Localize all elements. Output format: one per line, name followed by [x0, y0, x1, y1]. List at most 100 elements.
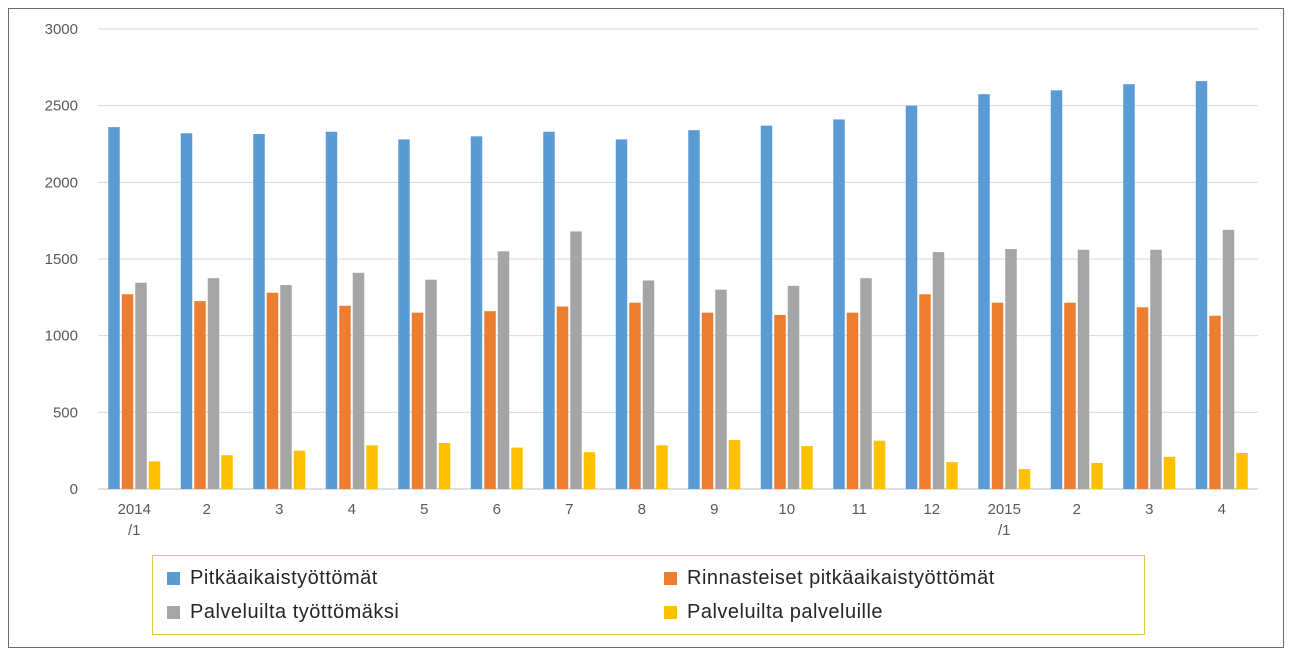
bar	[919, 294, 931, 489]
legend-swatch	[664, 605, 677, 619]
bar	[484, 311, 496, 489]
x-tick-label: 7	[565, 501, 573, 518]
bar	[438, 443, 451, 489]
bar	[629, 302, 641, 489]
bar	[1150, 249, 1162, 489]
bar	[511, 447, 523, 489]
x-tick-label: 3	[275, 501, 283, 518]
x-tick-label: 2014	[118, 501, 151, 518]
bar-chart: 0 500 1000 1500 2000 2500 3000 2014/1 2 3 4 5 6 7 8 9 1…	[45, 21, 1258, 539]
bar	[1050, 90, 1063, 489]
bar	[108, 127, 120, 489]
bar	[556, 306, 569, 489]
bar	[543, 131, 555, 489]
bar	[411, 312, 424, 489]
bar	[978, 94, 990, 490]
bar	[860, 278, 872, 489]
bar	[1123, 84, 1135, 489]
x-tick-label: 11	[851, 501, 867, 518]
legend-label: Pitkäaikaistyöttömät	[190, 566, 378, 589]
bar	[1018, 469, 1031, 489]
y-tick-label: 2500	[45, 98, 78, 115]
bar	[728, 439, 741, 489]
legend-item-palveluilta-tyottomaksi: Palveluilta työttömäksi	[167, 597, 399, 627]
bar	[615, 139, 628, 489]
x-tick-label: 2	[1073, 501, 1081, 518]
x-tick-label: 12	[923, 501, 940, 518]
bar	[946, 462, 958, 489]
x-tick-label: 4	[1218, 501, 1226, 518]
bar	[932, 252, 945, 489]
x-tick-label: 10	[778, 501, 795, 518]
y-tick-label: 1500	[45, 251, 78, 268]
bar	[1195, 81, 1208, 489]
bar	[398, 139, 410, 489]
bar	[221, 455, 233, 489]
x-tick-label: 4	[348, 501, 356, 518]
x-tick-label: 3	[1145, 501, 1153, 518]
bar	[760, 125, 773, 489]
x-tick-label: 5	[420, 501, 428, 518]
legend-item-pitkaaikaistyottomat: Pitkäaikaistyöttömät	[167, 563, 378, 593]
legend-item-palveluilta-palveluille: Palveluilta palveluille	[664, 597, 883, 627]
x-tick-label: 2015	[988, 501, 1021, 518]
bar	[873, 440, 886, 489]
legend-label: Rinnasteiset pitkäaikaistyöttömät	[687, 566, 995, 589]
bar	[688, 130, 700, 489]
bar	[787, 285, 800, 489]
bar	[846, 312, 859, 489]
bar	[1163, 456, 1176, 489]
bar	[701, 312, 714, 489]
bar	[339, 305, 351, 489]
x-tick-label: 8	[638, 501, 646, 518]
bar	[121, 294, 134, 489]
legend-label: Palveluilta palveluille	[687, 600, 884, 623]
bar	[570, 231, 582, 489]
legend-label: Palveluilta työttömäksi	[190, 600, 400, 623]
bar	[470, 136, 483, 490]
bar	[280, 285, 292, 489]
bar	[266, 292, 279, 489]
bar	[207, 278, 220, 489]
y-tick-label: 500	[53, 404, 78, 421]
legend-item-rinnasteiset: Rinnasteiset pitkäaikaistyöttömät	[664, 563, 995, 593]
y-tick-label: 3000	[45, 21, 78, 38]
bar	[148, 461, 161, 489]
legend-swatch	[167, 605, 180, 619]
bar	[1236, 452, 1248, 489]
bar	[425, 279, 437, 489]
y-tick-label: 2000	[45, 174, 78, 191]
x-tick-label: 9	[710, 501, 718, 518]
y-tick-label: 1000	[45, 328, 78, 345]
bar	[194, 301, 206, 489]
y-axis: 0 500 1000 1500 2000 2500 3000	[45, 21, 78, 498]
bar	[253, 134, 265, 490]
legend-swatch	[664, 571, 677, 585]
x-tick-label: /1	[998, 522, 1011, 539]
bar	[715, 289, 727, 489]
bar	[656, 445, 668, 489]
bar	[1005, 249, 1017, 489]
bar	[293, 450, 306, 489]
bar	[1077, 249, 1090, 489]
legend-swatch	[167, 571, 180, 585]
bar	[1136, 307, 1149, 489]
bar	[180, 133, 193, 489]
bar	[774, 314, 786, 489]
x-tick-label: 2	[203, 501, 211, 518]
bar	[497, 251, 510, 489]
bars	[108, 81, 1248, 490]
x-tick-label: /1	[128, 522, 141, 539]
bar	[991, 302, 1004, 489]
bar	[801, 446, 813, 489]
bar	[642, 280, 655, 489]
legend: Pitkäaikaistyöttömät Rinnasteiset pitkäa…	[152, 555, 1145, 635]
y-tick-label: 0	[70, 481, 78, 498]
bar	[135, 282, 147, 489]
x-tick-label: 6	[493, 501, 501, 518]
bar	[1091, 462, 1103, 489]
bar	[1209, 315, 1221, 489]
bar	[1222, 229, 1235, 489]
bar	[366, 445, 378, 489]
bar	[1064, 302, 1076, 489]
